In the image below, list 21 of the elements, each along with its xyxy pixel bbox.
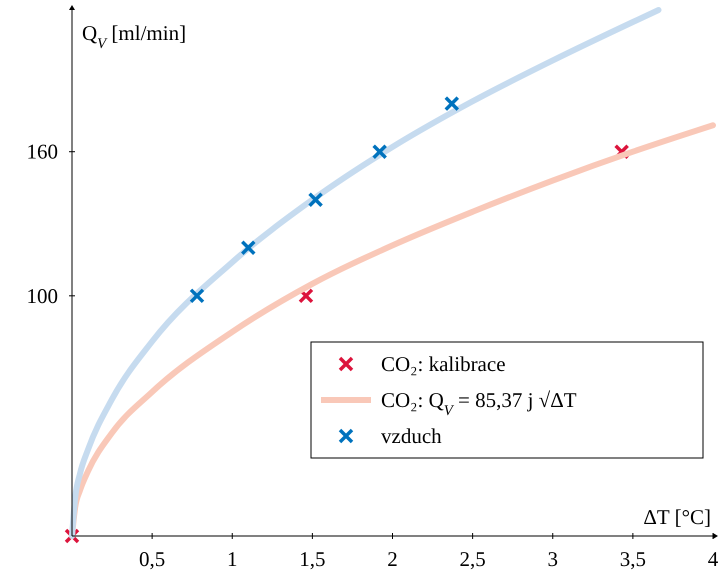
legend-label: vzduch — [381, 424, 442, 448]
x-tick-label: 0,5 — [139, 547, 166, 571]
x-tick-label: 3 — [548, 547, 558, 571]
x-tick-label: 1,5 — [299, 547, 326, 571]
legend-label: CO₂: Q$_{V}$ = 85,37 j √ΔT — [381, 388, 577, 419]
point — [298, 288, 314, 304]
point — [444, 96, 460, 112]
y-tick-label: 160 — [26, 140, 58, 164]
x-tick-label: 2 — [387, 547, 398, 571]
x-axis-title: ΔT [°C] — [643, 505, 711, 529]
x-tick-label: 1 — [227, 547, 238, 571]
x-tick-label: 2,5 — [460, 547, 486, 571]
point — [189, 288, 205, 304]
x-tick-label: 4 — [708, 547, 719, 571]
x-tick-label: 3,5 — [620, 547, 646, 571]
y-tick-label: 100 — [26, 284, 58, 308]
point — [372, 144, 388, 160]
point — [240, 240, 256, 256]
y-axis-title: Q$_{V}$ [ml/min] — [82, 21, 186, 52]
point — [308, 192, 324, 208]
legend-label: CO₂: kalibrace — [381, 352, 506, 376]
